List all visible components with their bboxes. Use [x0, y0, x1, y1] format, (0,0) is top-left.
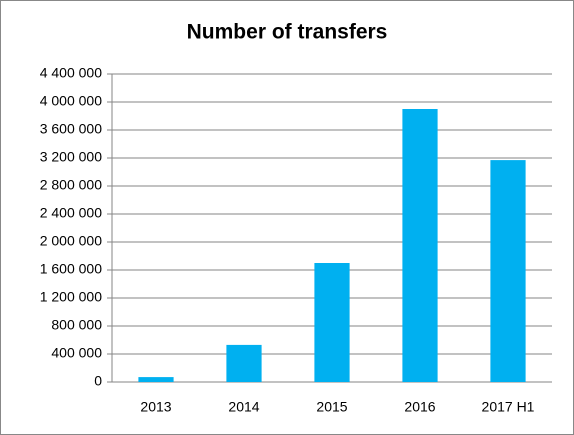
y-tick-label: 4 400 000	[40, 65, 102, 81]
chart-title: Number of transfers	[187, 21, 388, 44]
bar	[490, 160, 526, 382]
y-tick-label: 2 400 000	[40, 205, 102, 221]
y-tick-label: 1 600 000	[40, 261, 102, 277]
y-tick-label: 2 000 000	[40, 233, 102, 249]
x-tick-label: 2015	[316, 399, 347, 415]
y-tick-label: 400 000	[51, 345, 102, 361]
x-tick-label: 2014	[228, 399, 259, 415]
bar	[402, 109, 438, 382]
bar	[226, 344, 262, 382]
y-tick-label: 4 000 000	[40, 93, 102, 109]
x-tick-label: 2016	[404, 399, 435, 415]
y-tick-label: 1 200 000	[40, 289, 102, 305]
bar	[314, 263, 350, 382]
y-tick-label: 3 200 000	[40, 149, 102, 165]
y-tick-label: 3 600 000	[40, 121, 102, 137]
y-tick-label: 800 000	[51, 317, 102, 333]
x-tick-label: 2013	[140, 399, 171, 415]
y-tick-label: 2 800 000	[40, 177, 102, 193]
x-tick-label: 2017 H1	[482, 399, 535, 415]
bar	[138, 377, 174, 382]
y-tick-label: 0	[94, 373, 102, 389]
